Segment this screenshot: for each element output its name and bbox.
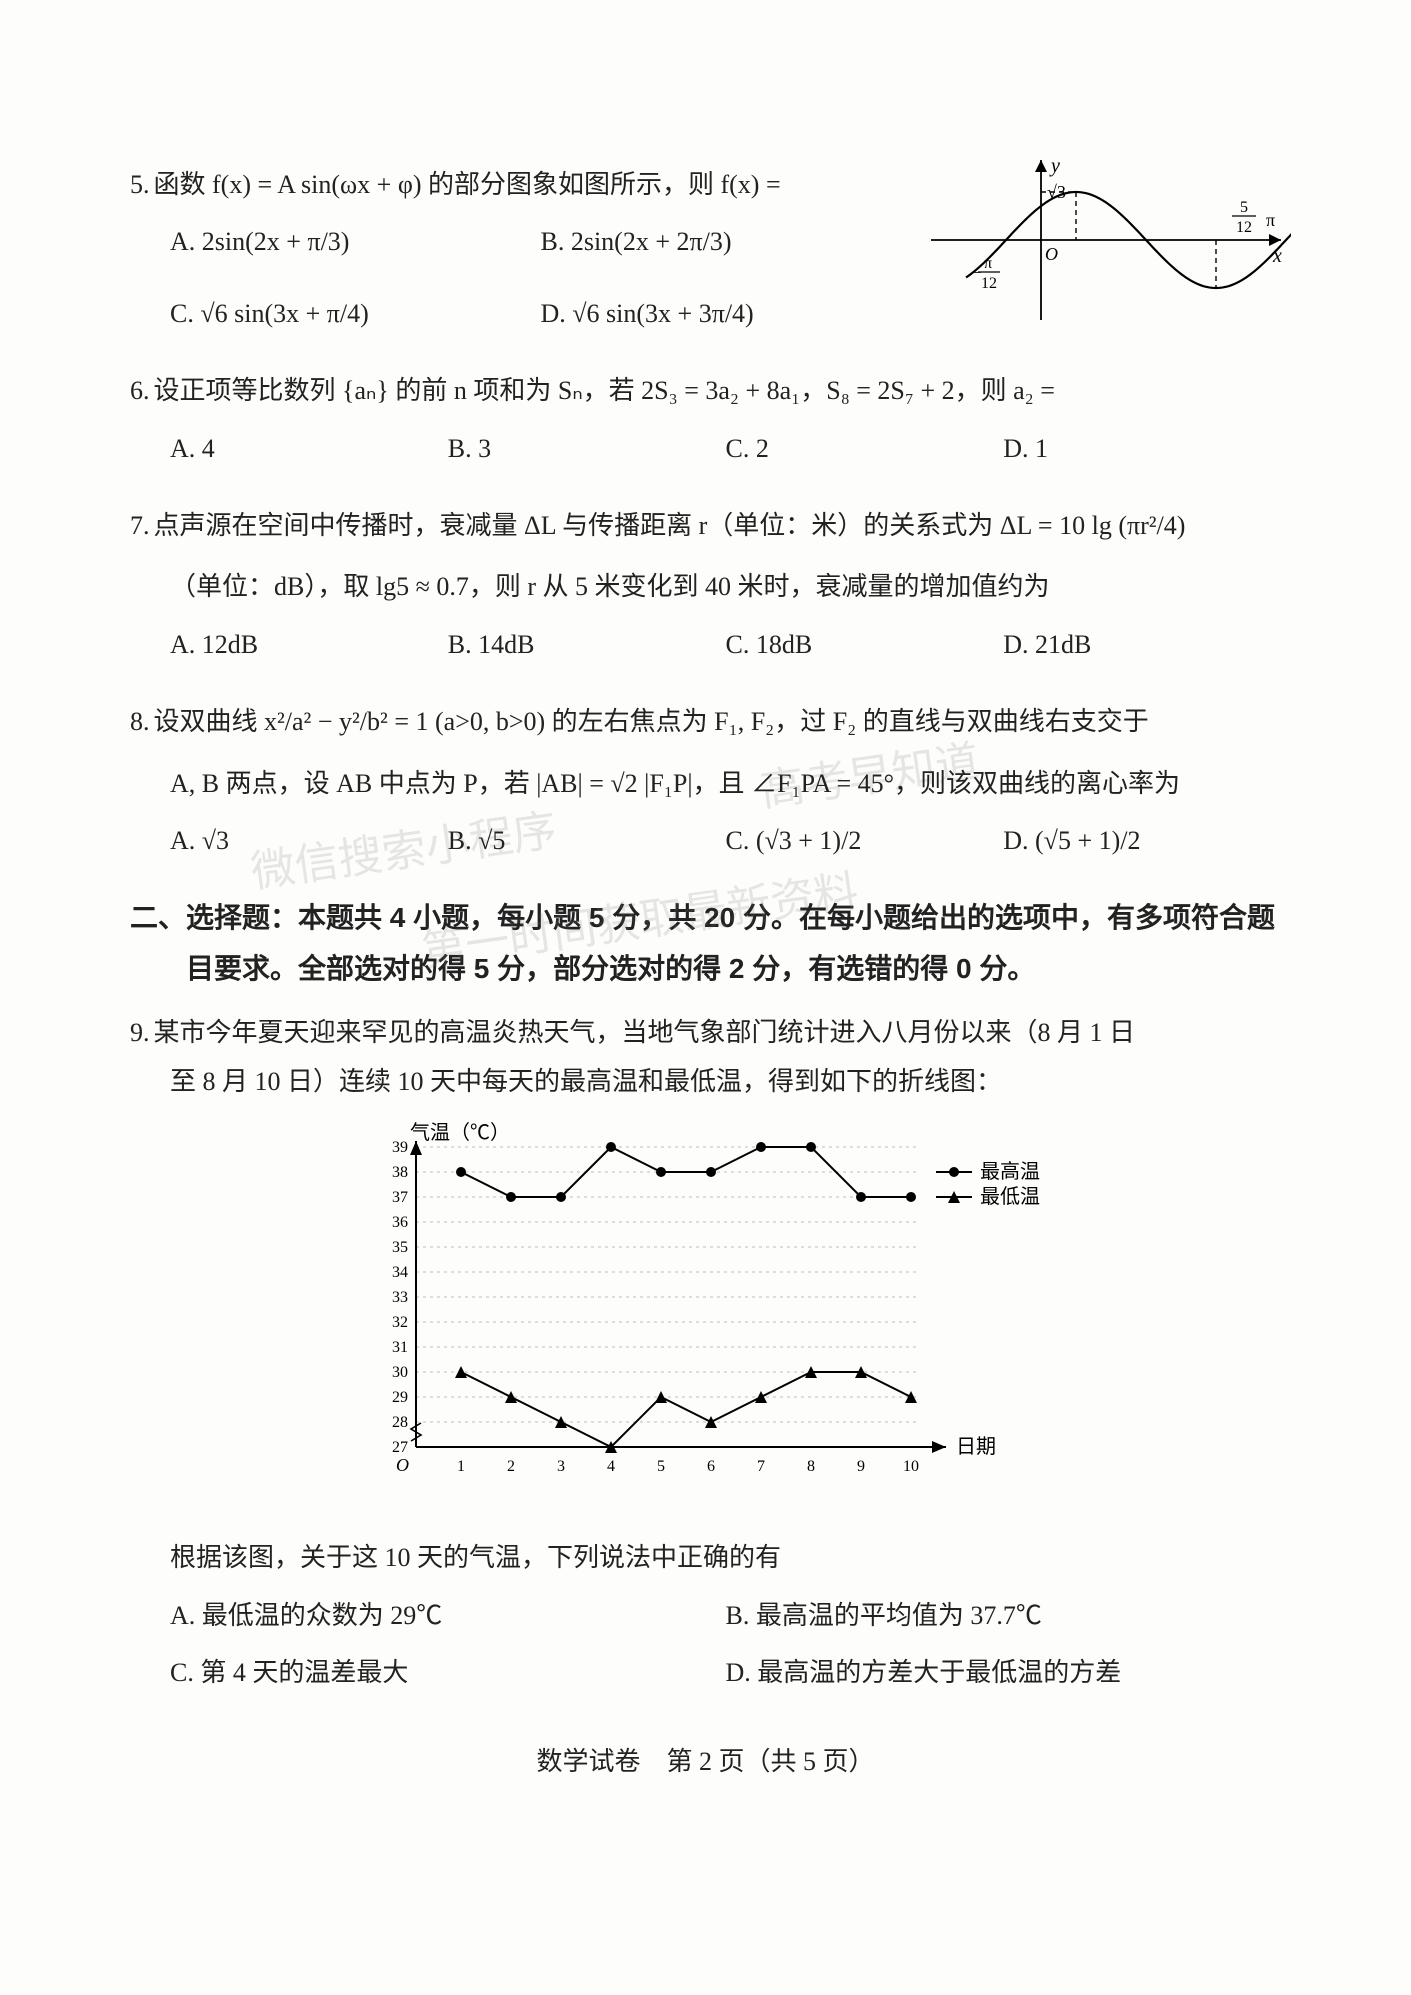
svg-text:7: 7 [757,1458,765,1475]
svg-text:37: 37 [392,1189,408,1206]
svg-text:O: O [396,1455,409,1475]
svg-text:29: 29 [392,1389,408,1406]
q8-option-d: D. (√5 + 1)/2 [1003,816,1281,865]
svg-text:32: 32 [392,1314,408,1331]
section-2-heading-line1: 二、选择题：本题共 4 小题，每小题 5 分，共 20 分。在每小题给出的选项中… [130,893,1281,943]
svg-text:39: 39 [392,1139,408,1156]
svg-text:3: 3 [557,1458,565,1475]
q8-option-c: C. (√3 + 1)/2 [726,816,1004,865]
q5-sine-graph: yx√3O−π12512π [931,150,1291,346]
q5-option-b: B. 2sin(2x + 2π/3) [541,217,912,266]
svg-text:36: 36 [392,1214,408,1231]
q7-stem-a: 点声源在空间中传播时，衰减量 ΔL 与传播距离 r（单位：米）的关系式为 ΔL … [154,501,1282,550]
q8-option-b: B. √5 [448,816,726,865]
q9-option-c: C. 第 4 天的温差最大 [170,1648,726,1697]
question-9: 9. 某市今年夏天迎来罕见的高温炎热天气，当地气象部门统计进入八月份以来（8 月… [130,1008,1281,1697]
q9-number: 9. [130,1008,150,1057]
svg-text:5: 5 [1240,199,1248,216]
section-2-heading-line2: 目要求。全部选对的得 5 分，部分选对的得 2 分，有选错的得 0 分。 [130,944,1281,994]
section-2-heading: 二、选择题：本题共 4 小题，每小题 5 分，共 20 分。在每小题给出的选项中… [130,893,1281,994]
q6-option-c: C. 2 [726,424,1004,473]
q7-number: 7. [130,501,150,550]
page-footer: 数学试卷 第 2 页（共 5 页） [130,1737,1281,1786]
q7-option-a: A. 12dB [170,620,448,669]
svg-text:y: y [1049,155,1060,177]
svg-text:π: π [1266,210,1275,230]
question-5: yx√3O−π12512π 5. 函数 f(x) = A sin(ωx + φ)… [130,160,1281,338]
q8-stem-b: A, B 两点，设 AB 中点为 P，若 |AB| = √2 |F₁P|，且 ∠… [130,759,1281,808]
q5-option-c: C. √6 sin(3x + π/4) [170,289,541,338]
question-8: 8. 设双曲线 x²/a² − y²/b² = 1 (a>0, b>0) 的左右… [130,697,1281,865]
svg-text:6: 6 [707,1458,715,1475]
svg-text:28: 28 [392,1414,408,1431]
svg-text:27: 27 [392,1439,408,1456]
svg-text:31: 31 [392,1339,408,1356]
svg-text:4: 4 [607,1458,615,1475]
svg-text:30: 30 [392,1364,408,1381]
svg-text:x: x [1272,245,1282,267]
q5-option-a: A. 2sin(2x + π/3) [170,217,541,266]
svg-text:9: 9 [857,1458,865,1475]
svg-text:2: 2 [507,1458,515,1475]
svg-text:最低温: 最低温 [980,1185,1040,1208]
svg-text:34: 34 [392,1264,408,1281]
q9-option-a: A. 最低温的众数为 29℃ [170,1591,726,1640]
svg-text:33: 33 [392,1289,408,1306]
q6-stem: 设正项等比数列 {aₙ} 的前 n 项和为 Sₙ，若 2S₃ = 3a₂ + 8… [154,366,1282,415]
q6-option-b: B. 3 [448,424,726,473]
svg-text:38: 38 [392,1164,408,1181]
q5-option-d: D. √6 sin(3x + 3π/4) [541,289,912,338]
q7-stem-b: （单位：dB），取 lg5 ≈ 0.7，则 r 从 5 米变化到 40 米时，衰… [130,562,1281,611]
page: 高考早知道 微信搜索小程序 第一时间获取最新资料 yx√3O−π12512π 5… [0,0,1411,1995]
q7-option-d: D. 21dB [1003,620,1281,669]
svg-text:10: 10 [903,1458,919,1475]
svg-text:π: π [984,255,992,272]
q9-stem-b: 至 8 月 10 日）连续 10 天中每天的最高温和最低温，得到如下的折线图： [130,1057,1281,1106]
q8-option-a: A. √3 [170,816,448,865]
svg-text:日期: 日期 [956,1436,996,1458]
question-6: 6. 设正项等比数列 {aₙ} 的前 n 项和为 Sₙ，若 2S₃ = 3a₂ … [130,366,1281,473]
q5-number: 5. [130,160,150,209]
q8-stem-a: 设双曲线 x²/a² − y²/b² = 1 (a>0, b>0) 的左右焦点为… [154,697,1282,746]
svg-text:√3: √3 [1047,182,1066,202]
svg-text:8: 8 [807,1458,815,1475]
q9-temp-chart: 27282930313233343536373839O12345678910气温… [130,1117,1281,1513]
q9-after-chart: 根据该图，关于这 10 天的气温，下列说法中正确的有 [130,1533,1281,1582]
svg-text:1: 1 [457,1458,465,1475]
q6-option-a: A. 4 [170,424,448,473]
q9-option-d: D. 最高温的方差大于最低温的方差 [726,1648,1282,1697]
svg-text:O: O [1045,244,1058,264]
q6-number: 6. [130,366,150,415]
question-7: 7. 点声源在空间中传播时，衰减量 ΔL 与传播距离 r（单位：米）的关系式为 … [130,501,1281,669]
q8-number: 8. [130,697,150,746]
svg-text:12: 12 [1236,219,1252,236]
q6-option-d: D. 1 [1003,424,1281,473]
svg-text:气温（℃）: 气温（℃） [410,1121,510,1144]
svg-text:35: 35 [392,1239,408,1256]
svg-text:5: 5 [657,1458,665,1475]
svg-text:12: 12 [981,275,997,292]
q9-option-b: B. 最高温的平均值为 37.7℃ [726,1591,1282,1640]
svg-text:最高温: 最高温 [980,1160,1040,1183]
q7-option-b: B. 14dB [448,620,726,669]
q9-stem-a: 某市今年夏天迎来罕见的高温炎热天气，当地气象部门统计进入八月份以来（8 月 1 … [154,1008,1282,1057]
q7-option-c: C. 18dB [726,620,1004,669]
